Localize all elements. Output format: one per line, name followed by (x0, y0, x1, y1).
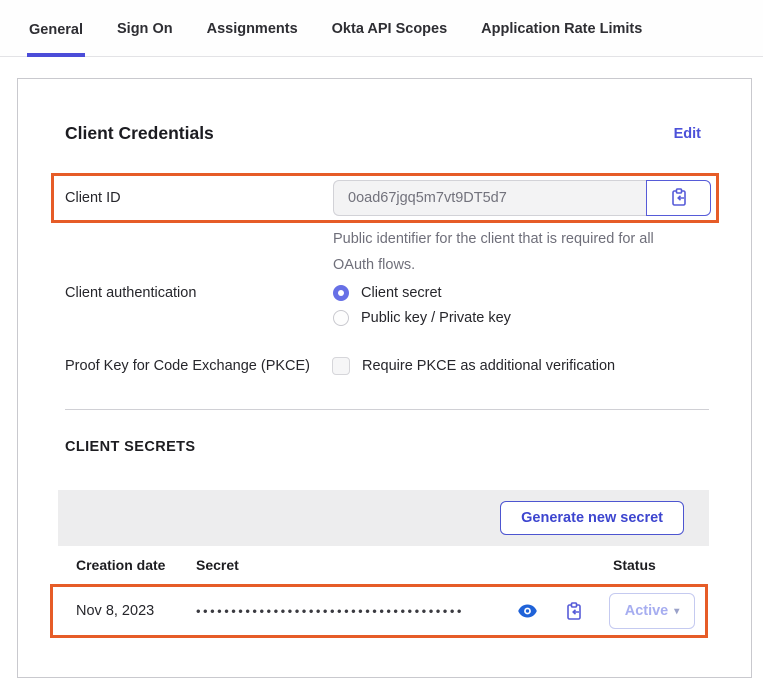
copy-secret-button[interactable] (564, 600, 584, 622)
section-divider (65, 409, 709, 410)
card-header: Client Credentials Edit (65, 123, 701, 144)
secret-row-highlight: Nov 8, 2023 ••••••••••••••••••••••••••••… (50, 584, 708, 638)
client-id-label: Client ID (65, 190, 121, 206)
client-secrets-heading: CLIENT SECRETS (65, 439, 196, 455)
tab-okta-api-scopes[interactable]: Okta API Scopes (331, 21, 448, 37)
eye-icon (518, 604, 537, 621)
tab-bar: General Sign On Assignments Okta API Sco… (0, 0, 763, 57)
tab-general[interactable]: General (27, 22, 85, 57)
column-header-status: Status (613, 557, 656, 573)
reveal-secret-button[interactable] (516, 603, 539, 620)
copy-client-id-button[interactable] (646, 180, 711, 216)
clipboard-copy-icon (671, 187, 687, 209)
client-authentication-row: Client authentication Client secret Publ… (65, 285, 511, 326)
radio-option-label: Public key / Private key (361, 310, 511, 326)
table-toolbar: Generate new secret (58, 490, 709, 546)
column-header-secret: Secret (196, 557, 239, 573)
client-id-value[interactable]: 0oad67jgq5m7vt9DT5d7 (333, 180, 646, 216)
client-id-input-group: 0oad67jgq5m7vt9DT5d7 (333, 180, 711, 216)
tab-assignments[interactable]: Assignments (206, 21, 298, 37)
radio-option-label: Client secret (361, 285, 442, 301)
client-secrets-table: Generate new secret Creation date Secret… (58, 490, 709, 584)
section-title: Client Credentials (65, 123, 214, 143)
client-id-row-highlight: Client ID 0oad67jgq5m7vt9DT5d7 (51, 173, 719, 223)
column-header-creation-date: Creation date (76, 557, 166, 573)
pkce-checkbox-label: Require PKCE as additional verification (362, 358, 616, 374)
client-id-help-text: Public identifier for the client that is… (333, 231, 654, 273)
radio-unselected-icon[interactable] (333, 310, 349, 326)
chevron-down-icon: ▾ (674, 605, 680, 617)
masked-secret-value: •••••••••••••••••••••••••••••••••••••• (196, 603, 464, 619)
tab-sign-on[interactable]: Sign On (117, 21, 173, 37)
pkce-checkbox[interactable] (332, 357, 350, 375)
radio-option-public-private-key[interactable]: Public key / Private key (333, 310, 511, 326)
edit-button[interactable]: Edit (673, 125, 701, 142)
client-credentials-card: Client Credentials Edit Client ID 0oad67… (17, 78, 752, 678)
clipboard-copy-icon (566, 602, 582, 623)
radio-selected-icon[interactable] (333, 285, 349, 301)
client-authentication-options: Client secret Public key / Private key (333, 285, 511, 326)
client-authentication-label: Client authentication (65, 285, 197, 301)
pkce-label: Proof Key for Code Exchange (PKCE) (65, 358, 311, 374)
pkce-row: Proof Key for Code Exchange (PKCE) Requi… (65, 357, 615, 375)
radio-option-client-secret[interactable]: Client secret (333, 285, 511, 301)
generate-new-secret-button[interactable]: Generate new secret (500, 501, 684, 535)
tab-application-rate-limits[interactable]: Application Rate Limits (481, 21, 643, 37)
status-dropdown-button[interactable]: Active ▾ (609, 593, 695, 629)
status-label: Active (624, 603, 669, 619)
table-header-row: Creation date Secret Status (58, 546, 709, 584)
secret-creation-date: Nov 8, 2023 (76, 603, 155, 619)
